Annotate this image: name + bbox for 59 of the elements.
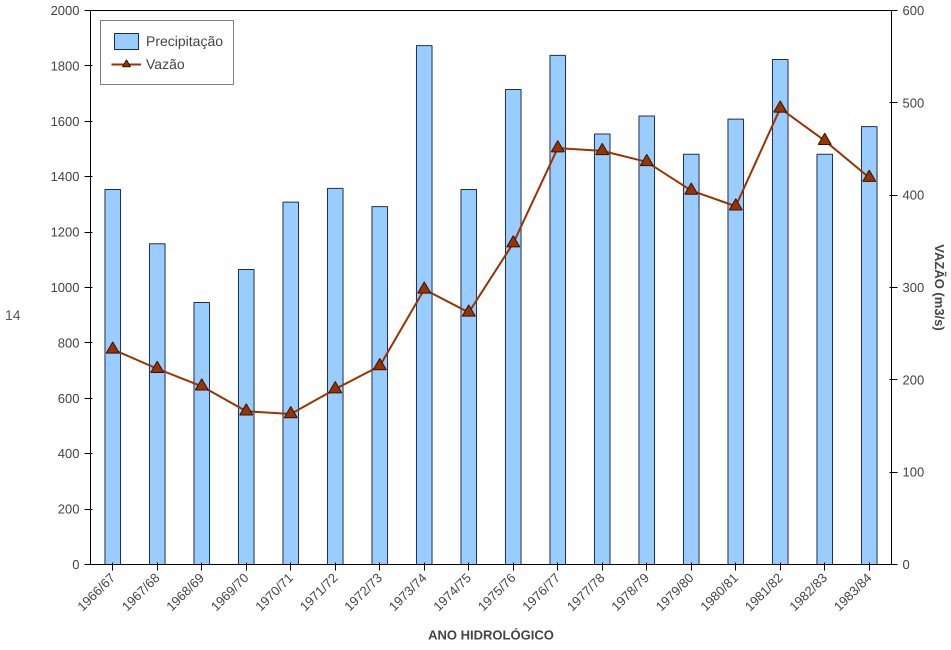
- point: [284, 406, 298, 418]
- bar: [104, 188, 122, 564]
- bar: [772, 59, 789, 564]
- point: [462, 304, 476, 317]
- y-tick-label: 400: [58, 446, 80, 462]
- bar: [860, 126, 878, 564]
- y-tick-label: 1400: [50, 169, 80, 184]
- y-tick-label: 800: [58, 335, 80, 350]
- point: [728, 198, 743, 210]
- y-tick-label: 200: [58, 502, 80, 517]
- y2-tick-label: 400: [902, 188, 924, 203]
- bar: [416, 45, 433, 564]
- bar: [282, 202, 300, 564]
- y-tick-label: 1000: [50, 280, 80, 295]
- bar: [238, 268, 255, 564]
- point: [372, 358, 387, 370]
- y-tick-label: 600: [58, 390, 80, 406]
- point: [595, 142, 610, 156]
- y-tick-label: 0: [72, 557, 80, 572]
- point: [862, 170, 876, 182]
- y2-tick-label: 600: [902, 3, 924, 18]
- point: [106, 341, 120, 354]
- y2-tick-label: 100: [902, 464, 924, 480]
- y-tick-label: 1800: [50, 58, 80, 74]
- y2-tick-label: 200: [902, 372, 924, 388]
- y-tick-label: 2000: [50, 3, 80, 18]
- y2-tick-label: 500: [902, 95, 924, 110]
- point: [150, 360, 164, 374]
- point: [417, 281, 432, 294]
- legend-label: Vazão: [146, 56, 185, 72]
- point: [550, 140, 565, 152]
- bar: [460, 188, 478, 564]
- text: 14: [5, 306, 21, 325]
- point: [328, 381, 342, 394]
- point: [773, 100, 788, 113]
- y2-axis-title: VAZÃO (m3/s): [932, 244, 948, 331]
- bar: [727, 118, 744, 564]
- bar: [326, 188, 344, 564]
- point: [506, 235, 520, 248]
- bar: [371, 206, 388, 564]
- y2-tick-label: 300: [902, 280, 924, 295]
- bar: [148, 243, 166, 564]
- bar: [193, 302, 210, 564]
- y2-tick-label: 0: [902, 557, 910, 572]
- bar: [594, 134, 611, 564]
- bar: [504, 88, 522, 564]
- point: [194, 378, 209, 391]
- legend-label: Precipitação: [146, 33, 224, 49]
- bar: [638, 116, 656, 564]
- point: [684, 182, 698, 195]
- point: [239, 403, 254, 416]
- y-tick-label: 1200: [50, 224, 80, 240]
- point: [640, 154, 654, 166]
- bar: [682, 154, 700, 564]
- y-tick-label: 1600: [50, 114, 80, 129]
- bar: [549, 54, 566, 564]
- x-axis-title: ANO HIDROLÓGICO: [428, 627, 554, 642]
- point: [818, 132, 832, 145]
- bar: [816, 154, 834, 564]
